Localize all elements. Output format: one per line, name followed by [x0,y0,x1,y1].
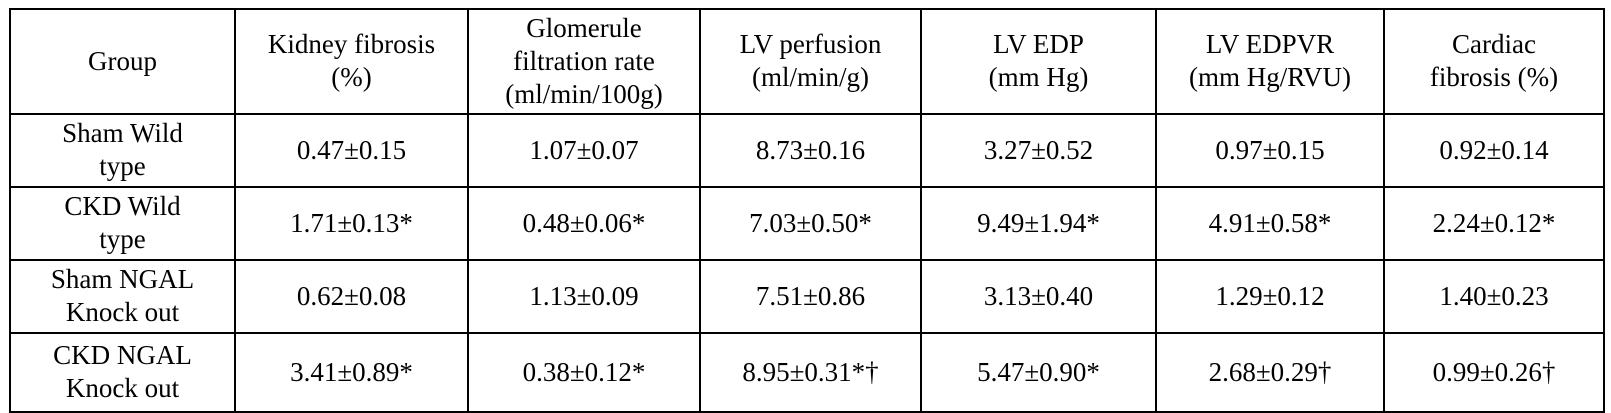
value-cell: 3.41±0.89* [234,331,469,413]
table-row-sham-ngal-knock-out: Sham NGAL Knock out 0.62±0.08 1.13±0.09 … [9,258,1605,334]
value-cell: 4.91±0.58* [1155,185,1385,261]
value-cell: 7.03±0.50* [699,185,922,261]
value-cell: 0.38±0.12* [467,331,701,413]
value-cell: 1.71±0.13* [234,185,469,261]
value-cell: 5.47±0.90* [920,331,1157,413]
value-cell: 0.48±0.06* [467,185,701,261]
value-cell: 0.99±0.26† [1383,331,1605,413]
column-header-lv-edp: LV EDP (mm Hg) [920,8,1157,115]
value-cell: 0.47±0.15 [234,112,469,188]
value-cell: 9.49±1.94* [920,185,1157,261]
value-cell: 0.97±0.15 [1155,112,1385,188]
group-cell: Sham NGAL Knock out [9,258,236,334]
column-header-glomerule-filtration-rate: Glomerule filtration rate (ml/min/100g) [467,8,701,115]
group-cell: CKD NGAL Knock out [9,331,236,413]
table-row-sham-wild-type: Sham Wild type 0.47±0.15 1.07±0.07 8.73±… [9,112,1605,188]
value-cell: 2.68±0.29† [1155,331,1385,413]
group-cell: Sham Wild type [9,112,236,188]
value-cell: 8.95±0.31*† [699,331,922,413]
value-cell: 1.40±0.23 [1383,258,1605,334]
value-cell: 7.51±0.86 [699,258,922,334]
value-cell: 3.13±0.40 [920,258,1157,334]
value-cell: 2.24±0.12* [1383,185,1605,261]
column-header-cardiac-fibrosis: Cardiac fibrosis (%) [1383,8,1605,115]
column-header-group: Group [9,8,236,115]
column-header-lv-perfusion: LV perfusion (ml/min/g) [699,8,922,115]
table-row-ckd-wild-type: CKD Wild type 1.71±0.13* 0.48±0.06* 7.03… [9,185,1605,261]
value-cell: 1.29±0.12 [1155,258,1385,334]
value-cell: 8.73±0.16 [699,112,922,188]
value-cell: 1.13±0.09 [467,258,701,334]
paper-table-page: Group Kidney fibrosis (%) Glomerule filt… [9,8,1605,413]
column-header-kidney-fibrosis: Kidney fibrosis (%) [234,8,469,115]
group-cell: CKD Wild type [9,185,236,261]
table-header-row: Group Kidney fibrosis (%) Glomerule filt… [9,8,1605,115]
value-cell: 3.27±0.52 [920,112,1157,188]
table-row-ckd-ngal-knock-out: CKD NGAL Knock out 3.41±0.89* 0.38±0.12*… [9,331,1605,413]
column-header-lv-edpvr: LV EDPVR (mm Hg/RVU) [1155,8,1385,115]
results-table: Group Kidney fibrosis (%) Glomerule filt… [9,8,1605,413]
value-cell: 1.07±0.07 [467,112,701,188]
value-cell: 0.62±0.08 [234,258,469,334]
value-cell: 0.92±0.14 [1383,112,1605,188]
